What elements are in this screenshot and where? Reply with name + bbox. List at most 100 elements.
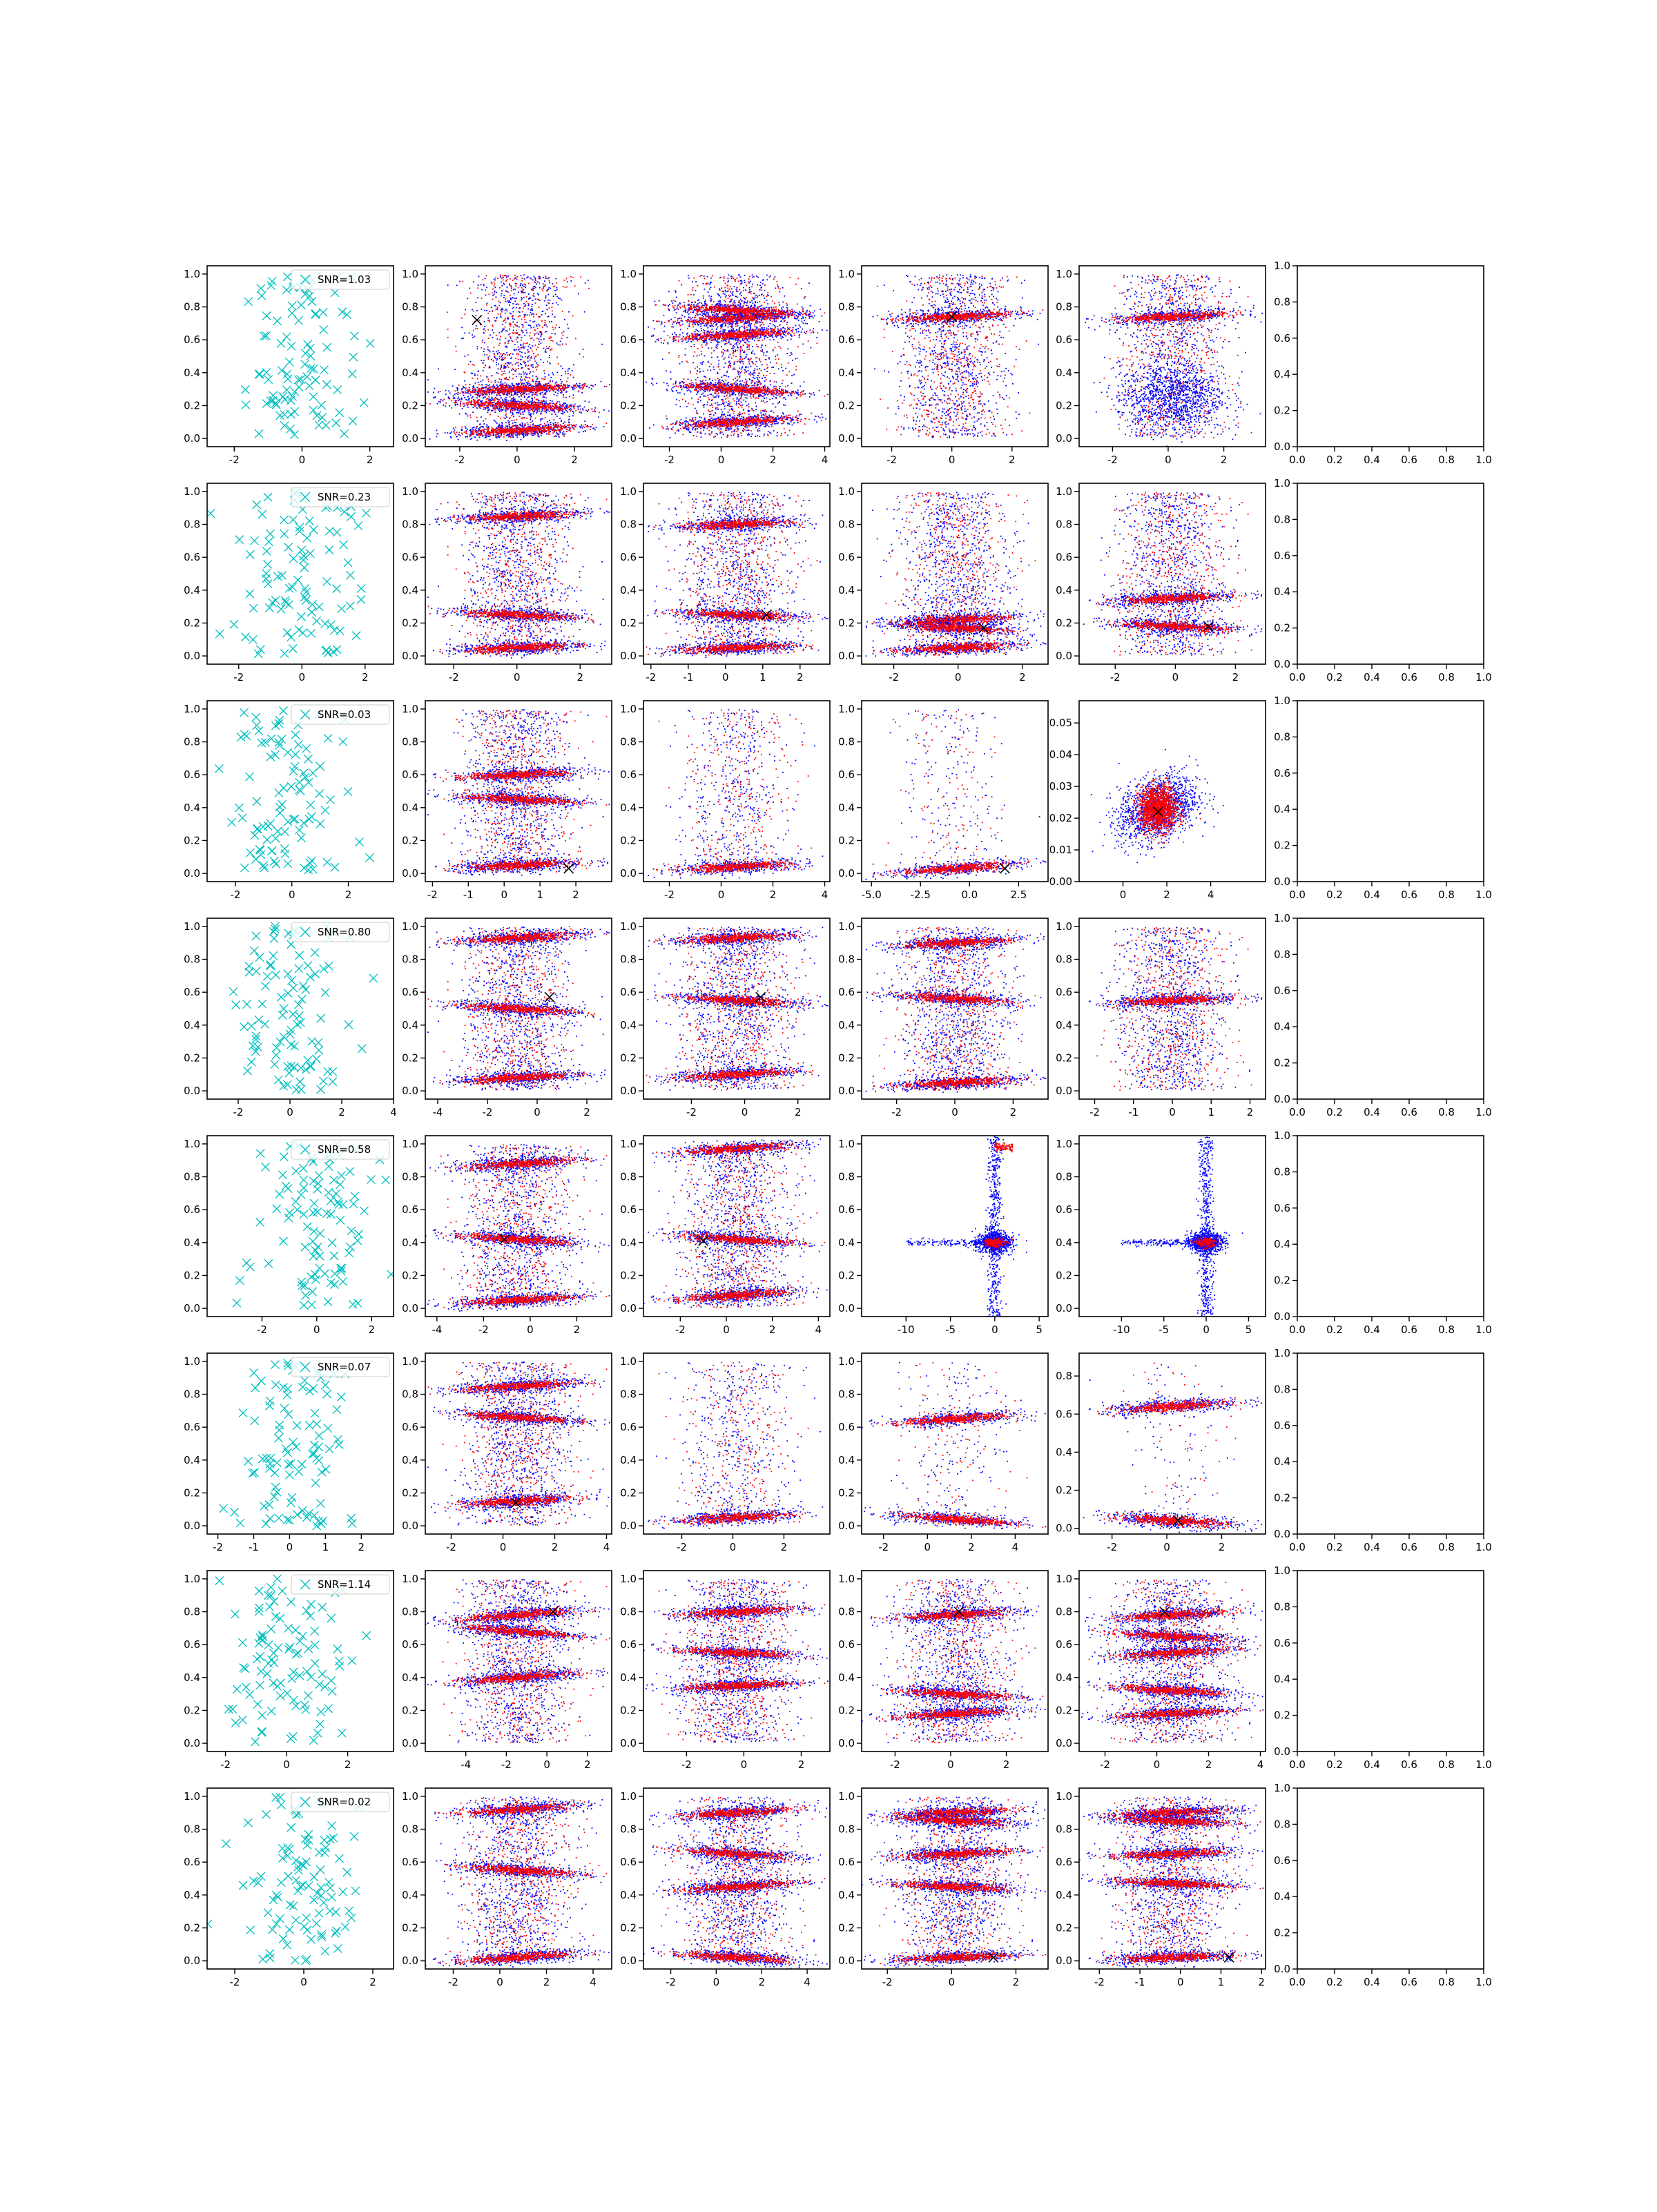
point: [538, 333, 539, 335]
point: [543, 291, 544, 292]
point: [515, 408, 516, 409]
point: [516, 298, 517, 299]
point: [791, 375, 793, 376]
point: [502, 385, 503, 386]
point: [512, 318, 514, 320]
point: [467, 416, 469, 417]
point: [509, 436, 510, 437]
point: [527, 422, 528, 423]
point: [748, 404, 749, 405]
point: [755, 326, 756, 327]
point: [560, 425, 561, 426]
point: [693, 294, 695, 295]
point: [744, 369, 746, 371]
point: [581, 392, 583, 394]
point: [475, 429, 476, 430]
point: [754, 353, 755, 355]
point: [765, 345, 766, 347]
point: [544, 280, 545, 282]
point: [552, 414, 553, 415]
point: [728, 367, 729, 369]
point: [552, 380, 553, 382]
point: [555, 386, 556, 387]
point: [734, 416, 735, 417]
cyan-x-marker: [350, 332, 358, 340]
point: [691, 398, 692, 399]
point: [464, 387, 465, 389]
point: [530, 418, 532, 419]
point: [498, 388, 499, 389]
point: [501, 379, 502, 380]
point: [485, 409, 486, 410]
point: [505, 343, 506, 345]
point: [507, 354, 508, 356]
point: [728, 398, 729, 399]
point: [556, 324, 557, 326]
point: [760, 361, 762, 362]
point: [571, 409, 572, 411]
point: [552, 430, 554, 431]
point: [552, 409, 553, 410]
point: [578, 409, 579, 410]
point: [545, 427, 546, 428]
point: [552, 432, 554, 434]
point: [549, 431, 550, 432]
point: [553, 374, 554, 376]
point: [510, 336, 511, 338]
point: [569, 396, 570, 397]
point: [474, 375, 476, 376]
point: [499, 358, 501, 359]
point: [535, 418, 536, 419]
point: [486, 437, 487, 438]
point: [463, 338, 464, 339]
point: [506, 435, 507, 436]
point: [536, 284, 537, 285]
point: [518, 359, 519, 360]
point: [541, 433, 542, 434]
point: [527, 424, 529, 425]
point: [760, 384, 762, 385]
point: [515, 324, 516, 326]
point: [521, 394, 522, 396]
point: [734, 286, 735, 287]
point: [541, 420, 542, 422]
point: [539, 424, 541, 425]
point: [528, 412, 530, 414]
point: [708, 361, 709, 362]
point: [766, 371, 768, 372]
point: [570, 405, 572, 407]
point: [556, 296, 558, 298]
point: [460, 435, 461, 436]
point: [729, 404, 730, 405]
point: [512, 414, 514, 415]
point: [695, 417, 696, 418]
point: [598, 416, 599, 418]
point: [505, 298, 507, 300]
point: [467, 434, 468, 435]
point: [764, 402, 766, 403]
point: [585, 424, 586, 425]
point: [510, 353, 512, 354]
point: [503, 365, 505, 366]
point: [485, 418, 487, 420]
point: [596, 427, 597, 428]
point: [499, 287, 501, 289]
point: [462, 281, 463, 282]
point: [579, 405, 581, 407]
point: [485, 365, 486, 366]
point: [603, 409, 605, 411]
point: [575, 410, 576, 411]
point: [501, 293, 503, 295]
point: [545, 411, 546, 412]
point: [548, 406, 549, 407]
point: [517, 403, 519, 405]
point: [530, 391, 531, 392]
point: [534, 295, 535, 297]
point: [516, 362, 518, 364]
point: [458, 439, 459, 440]
point: [481, 381, 482, 382]
point: [497, 338, 498, 340]
point: [525, 284, 526, 286]
point: [514, 344, 516, 345]
point: [463, 387, 464, 389]
